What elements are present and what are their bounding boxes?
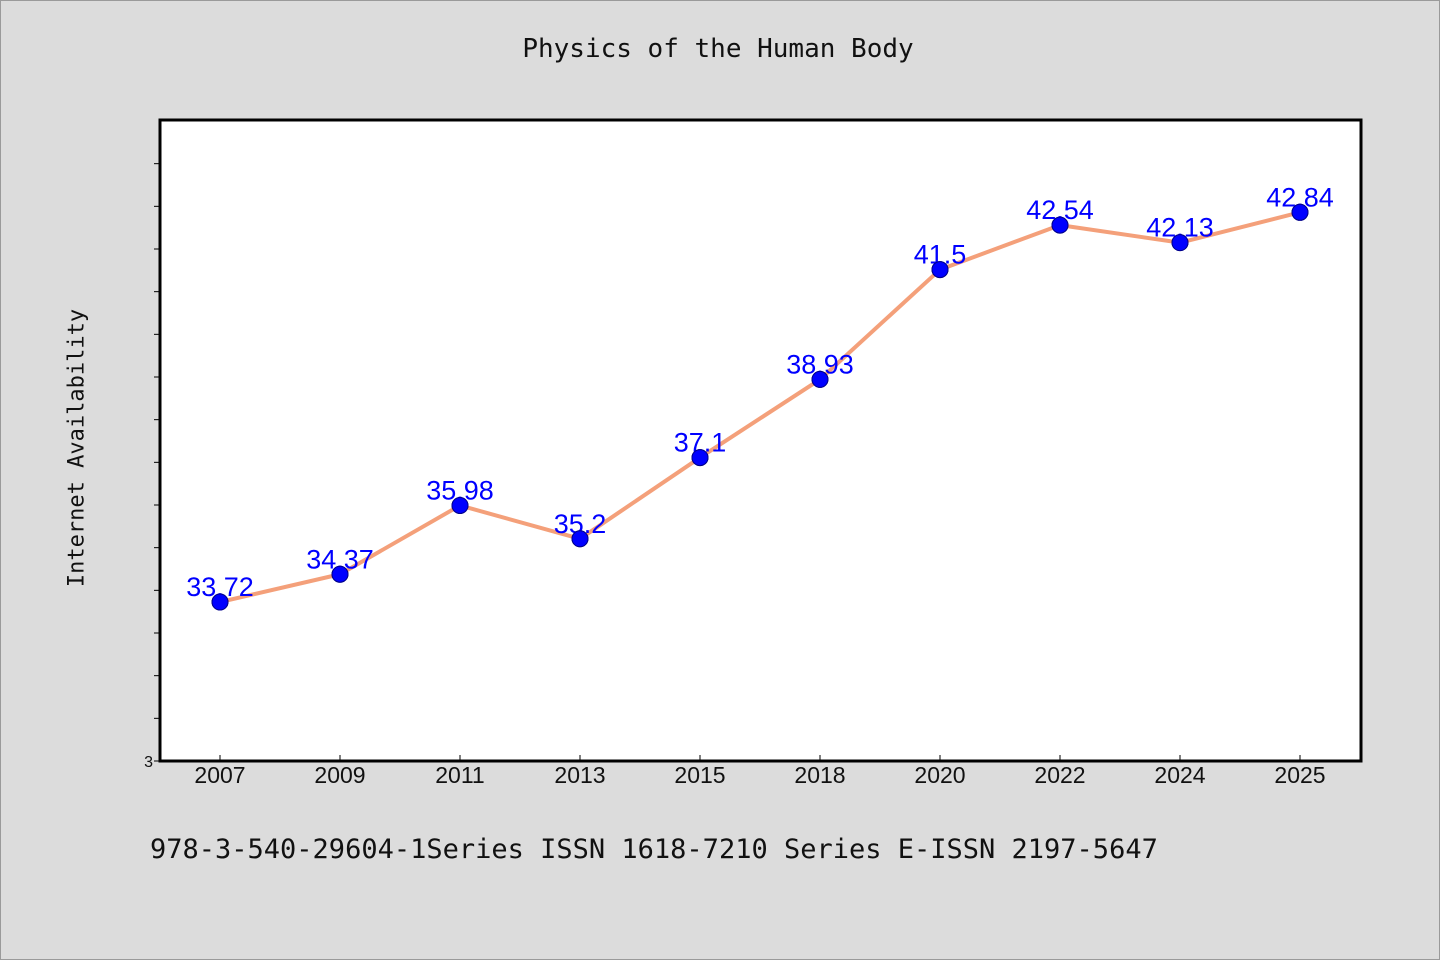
x-tick-label: 2020 bbox=[914, 762, 965, 788]
data-point-overlay bbox=[811, 370, 829, 388]
plot-area bbox=[158, 118, 1363, 763]
x-tick-label: 2011 bbox=[435, 762, 484, 788]
data-point-overlay bbox=[211, 593, 229, 611]
data-point-overlay bbox=[1291, 203, 1309, 221]
x-tick-label: 2018 bbox=[794, 762, 845, 788]
x-tick-label: 2007 bbox=[194, 762, 245, 788]
data-point-overlay bbox=[691, 449, 709, 467]
data-point-overlay bbox=[331, 565, 349, 583]
data-point-overlay bbox=[451, 496, 469, 514]
x-tick-label: 2009 bbox=[314, 762, 365, 788]
x-tick-label: 2022 bbox=[1034, 762, 1085, 788]
footer-isbn-text: 978-3-540-29604-1Series ISSN 1618-7210 S… bbox=[150, 834, 1158, 865]
data-labels: 33.7234.3735.9835.237.138.9341.542.5442.… bbox=[186, 182, 1334, 611]
x-tick-label: 2025 bbox=[1274, 762, 1325, 788]
series-line bbox=[219, 210, 1301, 604]
y-tick-label: 3 bbox=[144, 754, 153, 771]
data-point-overlay bbox=[931, 261, 949, 279]
x-axis-ticks: 2007 2009 2011 2013 2015 2018 2020 2022 2024 2025 bbox=[194, 755, 1326, 788]
y-axis-ticks: 3 bbox=[144, 163, 160, 771]
x-tick-label: 2015 bbox=[674, 762, 725, 788]
data-point-overlay bbox=[571, 530, 589, 548]
x-tick-label: 2013 bbox=[554, 762, 605, 788]
data-point-overlay bbox=[1051, 216, 1069, 234]
x-tick-label: 2024 bbox=[1154, 762, 1205, 788]
data-point-overlay bbox=[1171, 234, 1189, 252]
chart-title: Physics of the Human Body bbox=[522, 34, 914, 64]
